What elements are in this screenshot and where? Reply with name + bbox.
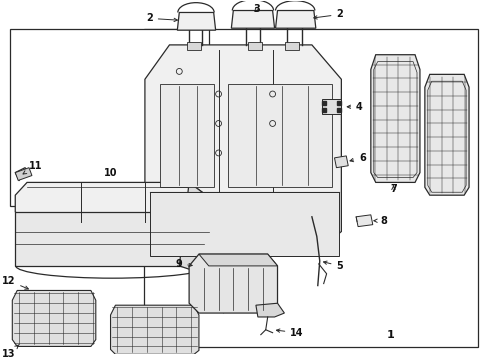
Polygon shape — [355, 215, 372, 226]
Text: 4: 4 — [346, 102, 362, 112]
Text: 11: 11 — [23, 161, 42, 174]
Polygon shape — [189, 254, 277, 313]
Polygon shape — [149, 192, 339, 256]
Polygon shape — [144, 45, 341, 256]
Polygon shape — [15, 168, 32, 180]
Polygon shape — [228, 84, 331, 187]
Text: 12: 12 — [2, 276, 28, 289]
Polygon shape — [15, 212, 208, 266]
Text: 9: 9 — [175, 259, 192, 269]
Text: 7: 7 — [389, 184, 396, 194]
Polygon shape — [321, 99, 341, 114]
Text: 2: 2 — [146, 13, 177, 23]
Text: 6: 6 — [349, 153, 365, 163]
Text: 14: 14 — [276, 328, 303, 338]
Text: 5: 5 — [323, 261, 343, 271]
Bar — [247, 42, 261, 50]
Polygon shape — [177, 13, 215, 30]
Polygon shape — [334, 156, 347, 168]
Text: 2: 2 — [313, 9, 343, 19]
Bar — [187, 42, 201, 50]
Polygon shape — [275, 10, 315, 28]
Text: 8: 8 — [373, 216, 386, 226]
Polygon shape — [370, 55, 419, 183]
Polygon shape — [179, 183, 208, 271]
Polygon shape — [424, 75, 468, 195]
Polygon shape — [255, 303, 284, 317]
Bar — [285, 42, 299, 50]
Polygon shape — [110, 305, 199, 354]
Bar — [10, 29, 209, 206]
Text: 13: 13 — [2, 345, 19, 359]
Polygon shape — [159, 84, 213, 187]
Bar — [144, 29, 477, 347]
Polygon shape — [231, 10, 274, 28]
Polygon shape — [15, 183, 208, 222]
Text: 10: 10 — [103, 168, 117, 177]
Polygon shape — [12, 291, 96, 346]
Polygon shape — [199, 254, 277, 266]
Text: 3: 3 — [253, 4, 260, 14]
Text: 1: 1 — [386, 330, 393, 340]
